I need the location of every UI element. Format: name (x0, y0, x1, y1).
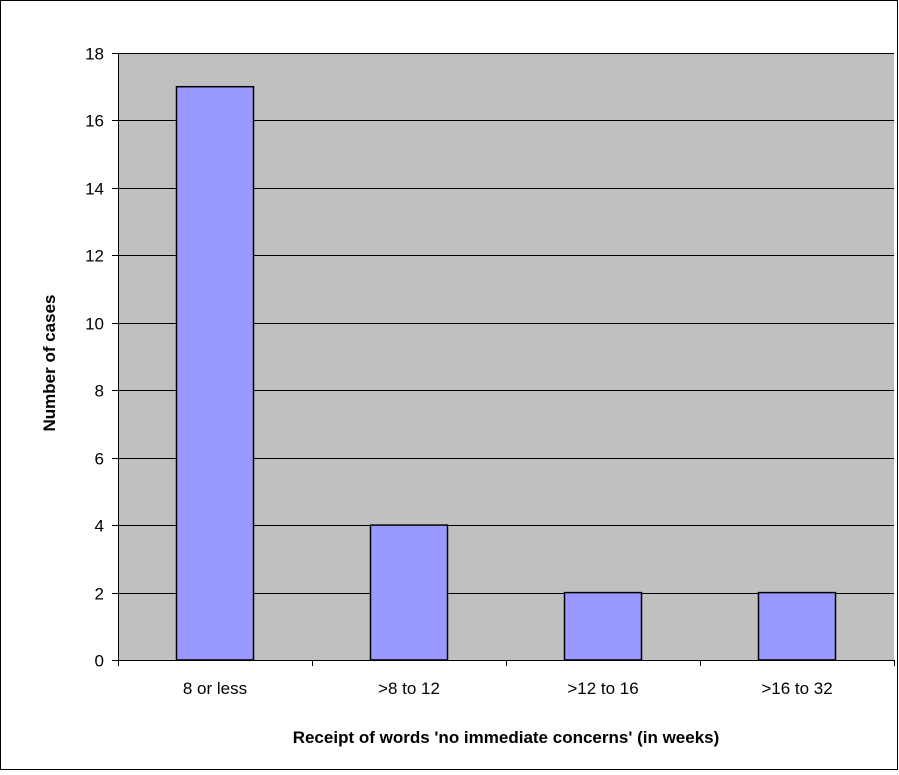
y-tick-label: 12 (85, 247, 104, 266)
x-tick-label: >12 to 16 (567, 679, 638, 698)
bar (369, 524, 449, 661)
y-tick-labels: 0 2 4 6 8 10 12 14 16 18 (85, 45, 104, 671)
bar (563, 591, 643, 661)
y-tick-label: 10 (85, 315, 104, 334)
y-tick-label: 16 (85, 112, 104, 131)
x-axis-title: Receipt of words 'no immediate concerns'… (293, 728, 720, 747)
bar (757, 591, 837, 661)
y-tick-label: 2 (95, 585, 104, 604)
x-tick-label: >16 to 32 (761, 679, 832, 698)
y-axis-title: Number of cases (40, 295, 59, 432)
y-tick-label: 14 (85, 180, 104, 199)
axes (112, 53, 895, 666)
x-tick-label: 8 or less (183, 679, 247, 698)
y-tick-label: 8 (95, 382, 104, 401)
bars (175, 85, 837, 661)
y-tick-label: 18 (85, 45, 104, 64)
bar (175, 85, 255, 661)
y-tick-label: 0 (95, 652, 104, 671)
x-tick-label: >8 to 12 (378, 679, 440, 698)
y-tick-label: 6 (95, 450, 104, 469)
x-tick-labels: 8 or less >8 to 12 >12 to 16 >16 to 32 (183, 679, 833, 698)
y-tick-label: 4 (95, 517, 104, 536)
